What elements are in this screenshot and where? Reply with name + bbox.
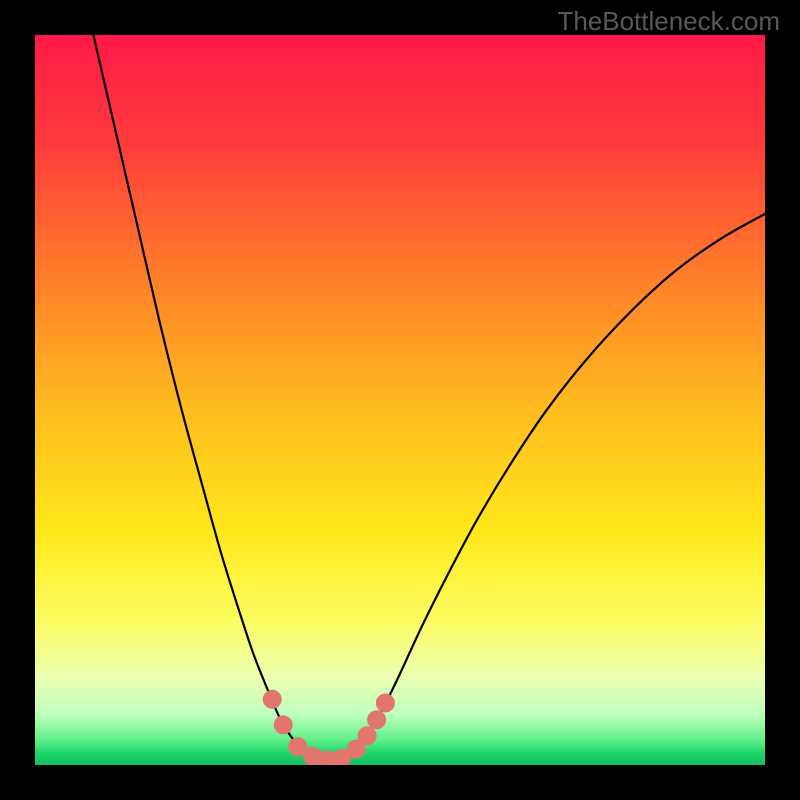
marker-point [376,694,394,712]
marker-point [274,716,292,734]
chart-container [35,35,765,765]
chart-svg [35,35,765,765]
marker-point [368,711,386,729]
marker-point [263,690,281,708]
watermark-text: TheBottleneck.com [557,6,780,37]
chart-background [35,35,765,765]
marker-point [358,727,376,745]
